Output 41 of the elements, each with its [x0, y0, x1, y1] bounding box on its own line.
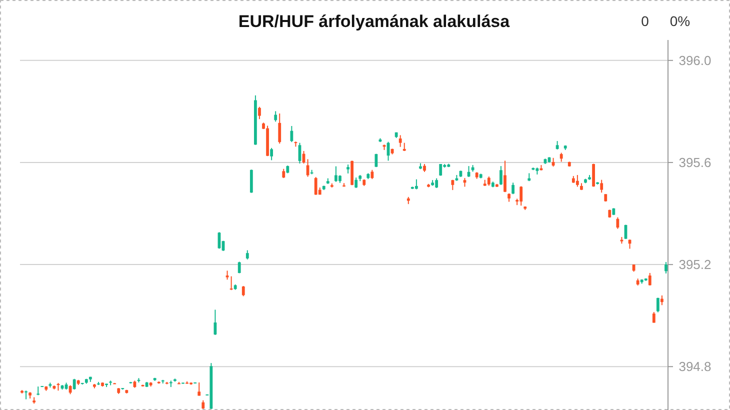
chart-title: EUR/HUF árfolyamának alakulása: [238, 12, 510, 31]
candlestick: [600, 179, 604, 194]
y-tick-label: 395.2: [678, 257, 712, 272]
candlestick: [398, 134, 402, 148]
candlestick: [664, 262, 668, 274]
candlestick: [370, 169, 374, 180]
candlestick: [24, 390, 28, 400]
candlestick: [334, 166, 338, 182]
text: 0: [641, 13, 650, 29]
y-tick-label: 396.0: [678, 52, 712, 68]
candlestick: [274, 110, 278, 122]
candlestick: [616, 216, 620, 230]
candlestick: [487, 176, 490, 186]
candlestick: [290, 125, 294, 143]
candlestick: [250, 169, 253, 194]
candlestick: [520, 186, 523, 206]
candlestick: [314, 176, 318, 196]
candlestick: [439, 164, 442, 176]
candlestick: [656, 297, 660, 313]
candlestick: [350, 160, 354, 186]
candlestick: [500, 166, 502, 186]
candlestick: [246, 250, 249, 260]
candlestick: [282, 168, 286, 179]
text: 0%: [670, 13, 690, 29]
candlestick: [576, 174, 579, 188]
candlestick: [198, 382, 201, 396]
y-tick-label: 395.6: [678, 154, 712, 170]
candlestick: [660, 294, 664, 306]
candlestick: [230, 276, 233, 291]
candlestick: [242, 285, 245, 297]
candlestick: [512, 182, 514, 195]
candlestick: [258, 106, 261, 120]
y-tick-label: 394.8: [678, 359, 712, 374]
candlestick: [648, 272, 652, 286]
candlestick: [72, 378, 76, 390]
candlestick: [415, 178, 418, 190]
candlestick: [270, 147, 273, 161]
candlestick: [435, 178, 438, 188]
candlestick: [504, 160, 506, 193]
candlestick: [278, 112, 282, 144]
candlestick: [354, 177, 358, 188]
